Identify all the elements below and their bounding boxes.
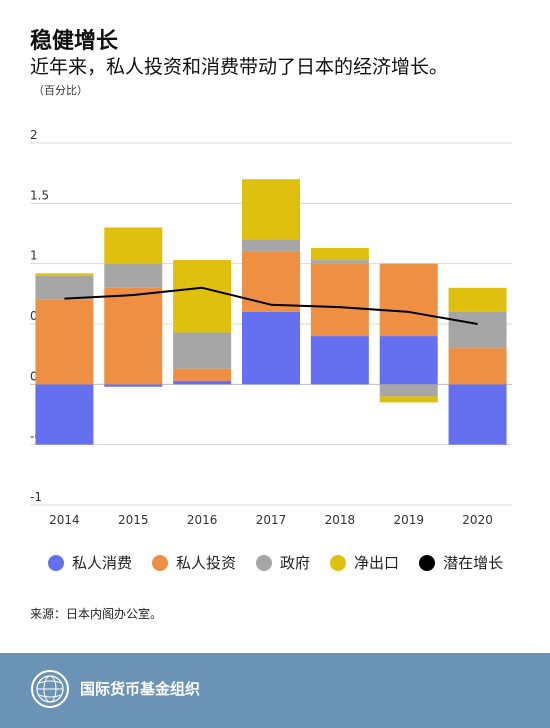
potential-growth-line	[64, 286, 478, 325]
bar-segment	[242, 179, 300, 240]
legend-swatch-government	[256, 554, 273, 571]
bar-segment	[104, 263, 163, 288]
bar-segment	[173, 260, 232, 333]
legend-swatch-private-investment	[152, 554, 169, 571]
bar-segment	[448, 287, 507, 312]
org-name: 国际货币基金组织	[80, 680, 201, 698]
unit-label: （百分比）	[33, 84, 88, 97]
potential-growth-line-layer	[64, 286, 478, 325]
bar-segment	[242, 239, 300, 252]
bar-segment	[173, 368, 232, 381]
bar-segment	[35, 299, 94, 385]
x-tick-labels: 2014 2015 2016 2017 2018 2019 2020	[49, 513, 493, 527]
bar-segment	[242, 311, 300, 385]
bar-segment	[104, 227, 163, 264]
bar-segment	[379, 263, 438, 337]
legend-item-potential-growth: 潜在增长	[419, 552, 503, 573]
legend-label-potential-growth: 潜在增长	[443, 554, 504, 572]
bars	[35, 179, 507, 445]
y-tick-label: 0	[30, 369, 38, 383]
source-note: 来源：日本内阁办公室。	[30, 607, 163, 621]
bar-segment	[379, 336, 438, 385]
bar-segment	[310, 263, 369, 337]
bar-segment	[379, 384, 438, 397]
bar-segment	[104, 384, 163, 387]
bar-segment	[242, 251, 300, 312]
bar-segment	[104, 287, 163, 385]
bar-segment	[448, 348, 507, 385]
y-tick-label: 2	[30, 128, 38, 142]
x-tick-label: 2019	[393, 513, 424, 527]
bar-segment	[173, 380, 232, 385]
legend-item-government: 政府	[256, 552, 310, 573]
imf-seal-icon	[31, 670, 69, 708]
x-tick-label: 2020	[462, 513, 493, 527]
bar-segment	[310, 247, 369, 261]
footer-bar: 国际货币基金组织	[0, 653, 550, 728]
bar-segment	[448, 384, 507, 445]
legend-label-government: 政府	[280, 554, 311, 572]
x-tick-label: 2016	[187, 513, 218, 527]
chart-subtitle: 近年来，私人投资和消费带动了日本的经济增长。	[30, 56, 449, 78]
y-tick-label: 1.5	[30, 188, 49, 202]
legend-swatch-private-consumption	[48, 554, 64, 571]
chart-title: 稳健增长	[30, 29, 119, 54]
bar-segment	[173, 332, 232, 369]
y-tick-label: 1	[30, 249, 38, 263]
bar-segment	[35, 275, 94, 300]
y-tick-label: -1	[30, 490, 42, 504]
x-tick-label: 2018	[325, 513, 356, 527]
legend-label-private-investment: 私人投资	[176, 554, 237, 572]
legend-item-net-exports: 净出口	[330, 552, 399, 573]
stacked-bar-chart: -1-0.500.511.52 201420152016201720182019…	[30, 128, 512, 527]
legend-item-private-investment: 私人投资	[152, 552, 236, 573]
bar-segment	[379, 396, 438, 403]
bar-segment	[448, 311, 507, 349]
x-tick-label: 2015	[118, 513, 149, 527]
bar-segment	[35, 384, 94, 445]
legend-swatch-potential-growth	[419, 554, 436, 571]
legend-label-private-consumption: 私人消费	[72, 554, 133, 572]
legend-item-private-consumption: 私人消费	[48, 552, 132, 573]
legend-label-net-exports: 净出口	[354, 554, 400, 572]
legend: 私人消费 私人投资 政府 净出口 潜在增长	[48, 552, 523, 573]
x-tick-label: 2017	[256, 513, 287, 527]
bar-segment	[310, 336, 369, 385]
x-tick-label: 2014	[49, 513, 80, 527]
bar-segment	[310, 260, 369, 264]
bar-segment	[35, 273, 94, 276]
legend-swatch-net-exports	[330, 554, 347, 571]
